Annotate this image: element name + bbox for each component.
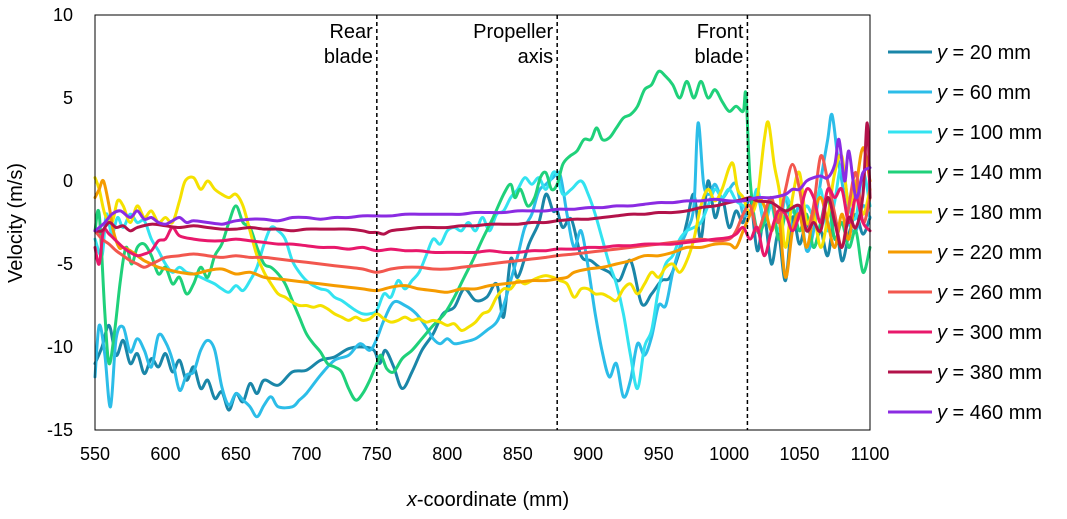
marker-label-3-line-2: blade [694,46,743,68]
legend-label-value: = 460 mm [947,402,1042,424]
legend-label-value: = 100 mm [947,122,1042,144]
marker-label-3-line-1: Front [697,21,744,43]
x-tick-label: 1050 [780,444,820,464]
legend-label-value: = 260 mm [947,282,1042,304]
y-axis-label: Velocity (m/s) [5,163,27,283]
x-axis-label-text: -coordinate (mm) [417,489,569,511]
legend-entry: y = 180 mm [888,202,1042,224]
legend-label-var: y [935,42,948,64]
x-tick-label: 550 [80,444,110,464]
marker-layer: Rear blade Propeller axis Front blade [324,15,749,430]
y-tick-label: 10 [53,5,73,25]
series-line-260-mm [93,154,872,274]
y-tick-label: 0 [63,171,73,191]
x-axis-ticks: 550 600 650 700 750 800 850 900 950 1000 1050 1100 [80,444,889,464]
series-line-140-mm [93,69,872,402]
legend: y = 20 mmy = 60 mmy = 100 mmy = 140 mmy … [888,42,1042,424]
legend-entry: y = 260 mm [888,282,1042,304]
plot-area-frame [94,14,871,431]
marker-label-1-line-1: Rear [329,21,373,43]
legend-entry: y = 460 mm [888,402,1042,424]
x-tick-label: 800 [432,444,462,464]
x-tick-label: 850 [503,444,533,464]
x-tick-label: 950 [644,444,674,464]
x-tick-label: 650 [221,444,251,464]
x-tick-label: 1000 [709,444,749,464]
legend-label: y = 60 mm [935,82,1031,104]
legend-label-var: y [935,122,948,144]
x-tick-label: 900 [573,444,603,464]
legend-label: y = 20 mm [935,42,1031,64]
x-tick-label: 1100 [851,444,890,464]
y-tick-label: -10 [47,337,73,357]
marker-label-2-line-2: axis [518,46,554,68]
x-tick-label: 600 [150,444,180,464]
legend-label-value: = 20 mm [947,42,1031,64]
legend-label: y = 180 mm [935,202,1042,224]
legend-label: y = 380 mm [935,362,1042,384]
legend-label-value: = 300 mm [947,322,1042,344]
legend-entry: y = 300 mm [888,322,1042,344]
legend-label: y = 300 mm [935,322,1042,344]
legend-label-var: y [935,82,948,104]
legend-label-var: y [935,202,948,224]
legend-label: y = 260 mm [935,282,1042,304]
series-line-460-mm [93,137,872,233]
legend-label-value: = 180 mm [947,202,1042,224]
legend-label: y = 460 mm [935,402,1042,424]
marker-label-1-line-2: blade [324,46,373,68]
legend-label-var: y [935,402,948,424]
legend-entry: y = 60 mm [888,82,1031,104]
y-tick-label: -15 [47,420,73,440]
legend-label-var: y [935,282,948,304]
legend-label-var: y [935,242,948,264]
legend-label-var: y [935,362,948,384]
legend-label-var: y [935,322,948,344]
legend-label: y = 140 mm [935,162,1042,184]
legend-label-var: y [935,162,948,184]
legend-label: y = 100 mm [935,122,1042,144]
x-axis-label: x-coordinate (mm) [406,489,569,511]
legend-label-value: = 220 mm [947,242,1042,264]
legend-label-value: = 380 mm [947,362,1042,384]
series-line-380-mm [93,121,872,249]
legend-entry: y = 20 mm [888,42,1031,64]
legend-entry: y = 380 mm [888,362,1042,384]
marker-label-2-line-1: Propeller [473,21,553,43]
legend-label: y = 220 mm [935,242,1042,264]
legend-entry: y = 140 mm [888,162,1042,184]
y-tick-label: -5 [57,254,73,274]
legend-entry: y = 220 mm [888,242,1042,264]
legend-label-value: = 60 mm [947,82,1031,104]
x-tick-label: 700 [291,444,321,464]
series-line-100-mm [93,162,872,391]
series-line-220-mm [93,146,872,294]
legend-label-value: = 140 mm [947,162,1042,184]
x-axis-label-var: x [406,489,418,511]
series-layer [93,69,872,419]
y-tick-label: 5 [63,88,73,108]
y-axis-ticks: 10 5 0 -5 -10 -15 [47,5,73,440]
x-tick-label: 750 [362,444,392,464]
legend-entry: y = 100 mm [888,122,1042,144]
